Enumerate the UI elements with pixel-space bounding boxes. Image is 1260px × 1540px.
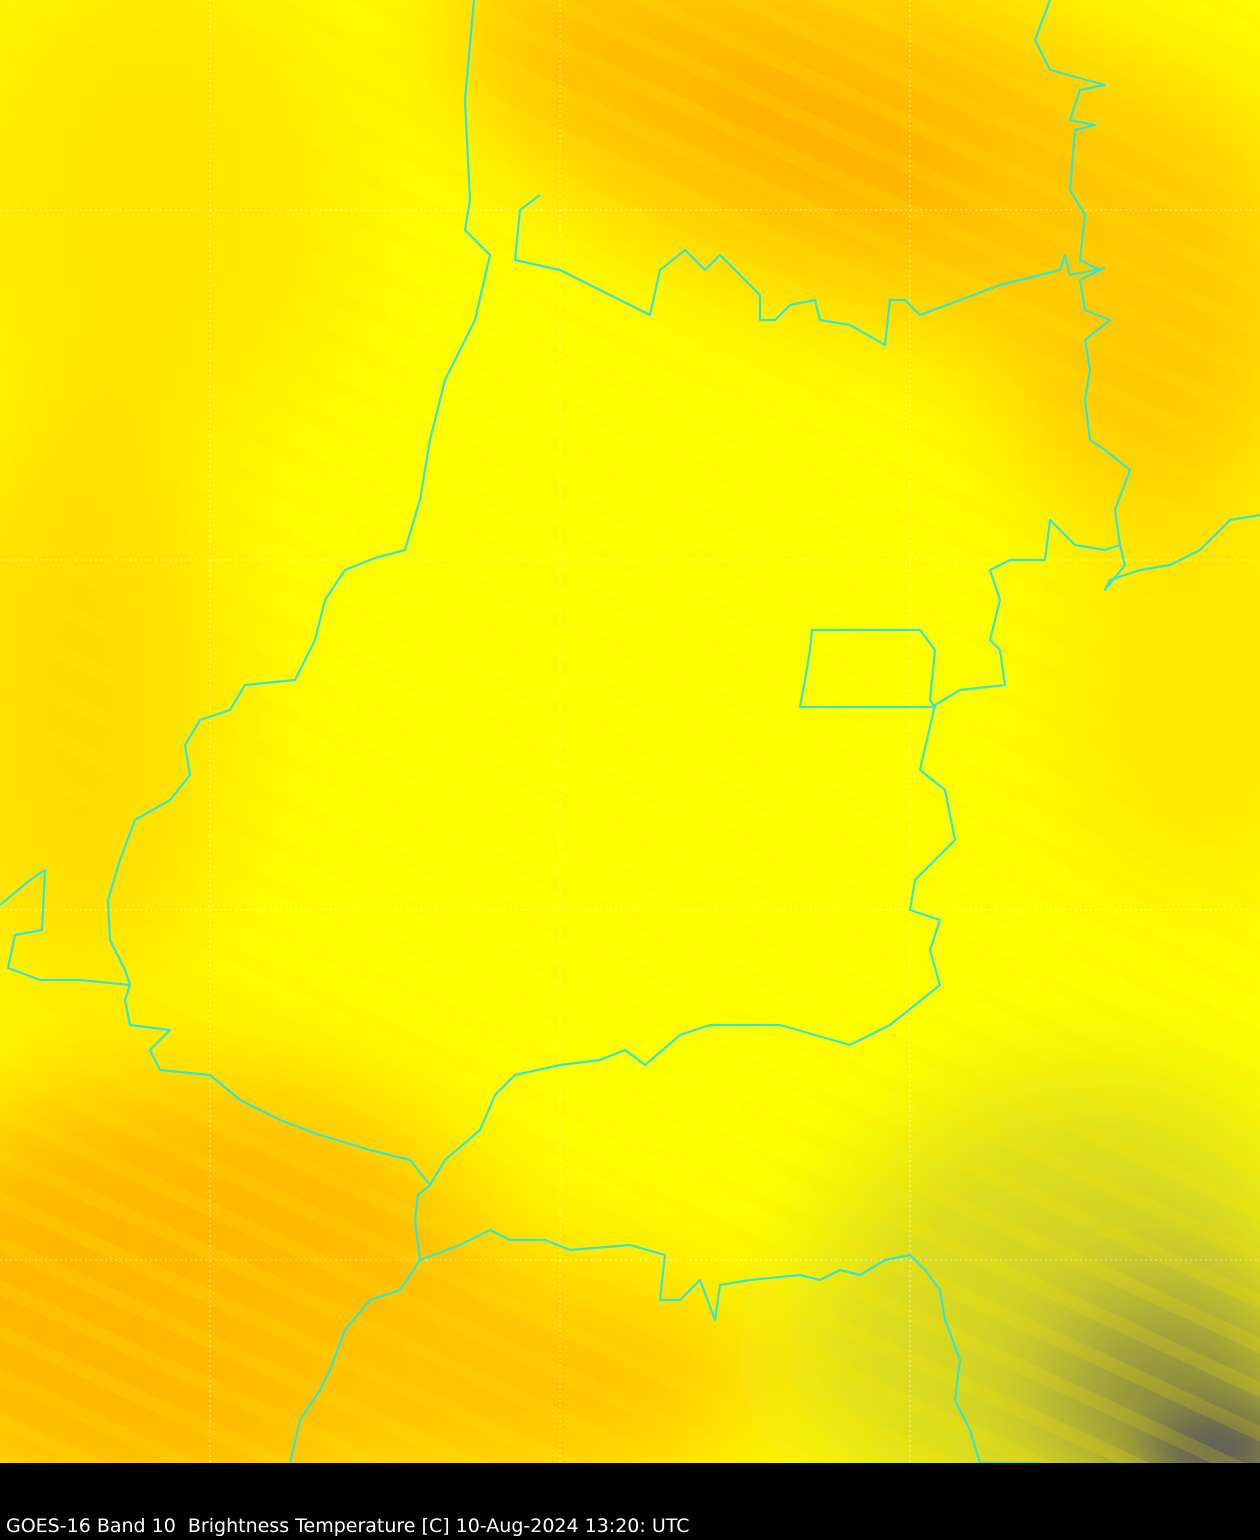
sao-paulo-border bbox=[419, 1228, 1040, 1463]
tocantins-border bbox=[513, 194, 1106, 347]
south-border bbox=[288, 1184, 431, 1463]
lat-lon-grid bbox=[0, 0, 1260, 1463]
goias-border bbox=[106, 0, 1132, 1187]
west-border bbox=[0, 868, 131, 987]
state-borders bbox=[0, 0, 1260, 1463]
bahia-minas-border bbox=[1103, 513, 1260, 592]
federal-district-border bbox=[798, 628, 937, 709]
brightness-temperature-map bbox=[0, 0, 1260, 1463]
image-caption: GOES-16 Band 10 Brightness Temperature [… bbox=[6, 1515, 690, 1537]
